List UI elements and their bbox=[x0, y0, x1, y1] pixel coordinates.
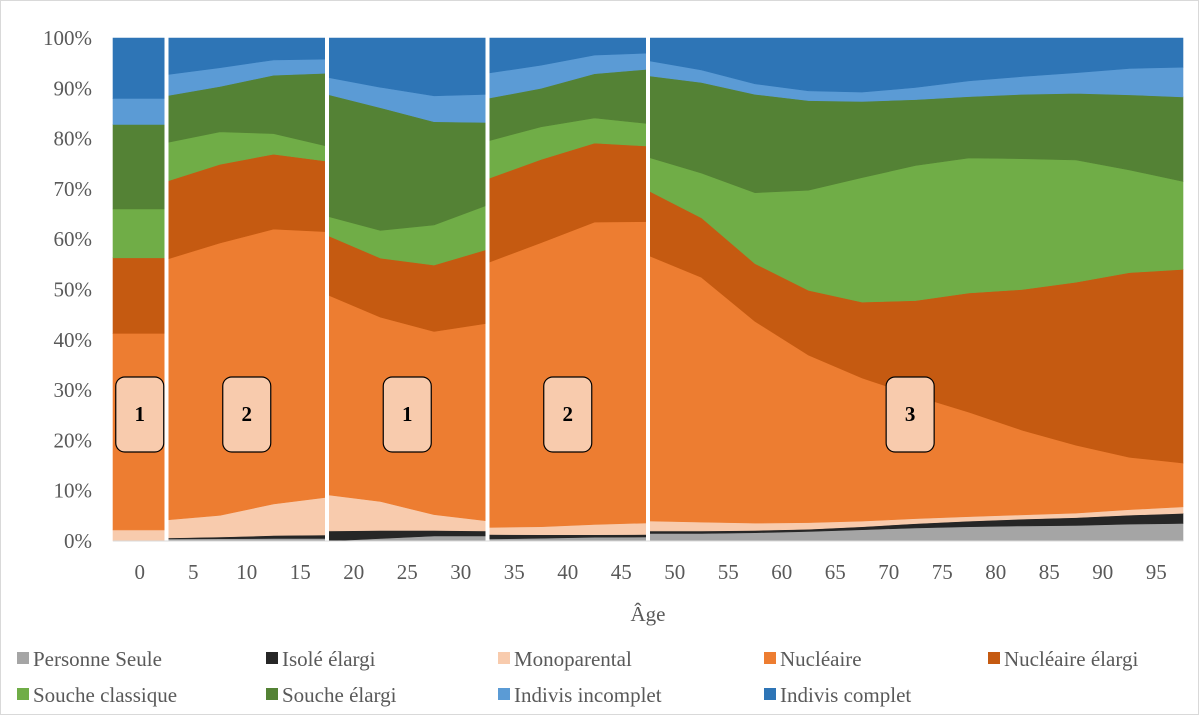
legend-swatch bbox=[266, 688, 278, 700]
y-tick-label: 40% bbox=[54, 328, 93, 352]
legend-swatch bbox=[17, 652, 29, 664]
legend-item: Isolé élargi bbox=[266, 647, 376, 671]
legend-item: Indivis incomplet bbox=[498, 683, 662, 707]
series-area bbox=[112, 124, 167, 210]
x-tick-label: 50 bbox=[664, 560, 685, 584]
series-band bbox=[112, 68, 1184, 231]
y-tick-label: 50% bbox=[54, 278, 93, 302]
x-tick-label: 45 bbox=[611, 560, 632, 584]
legend-label: Personne Seule bbox=[33, 647, 162, 671]
y-tick-label: 0% bbox=[64, 529, 92, 553]
phase-box bbox=[382, 376, 432, 453]
legend-label: Souche classique bbox=[33, 683, 177, 707]
legend-swatch bbox=[266, 652, 278, 664]
series-band bbox=[112, 142, 1184, 464]
y-axis-ticks: 0% 10% 20% 30% 40% 50% 60% 70% 80% 90% 100% bbox=[43, 26, 92, 553]
legend-item: Souche classique bbox=[17, 683, 177, 707]
x-axis-title: Âge bbox=[631, 602, 666, 626]
y-tick-label: 80% bbox=[54, 127, 93, 151]
legend-item: Nucléaire élargi bbox=[988, 647, 1138, 671]
y-tick-label: 10% bbox=[54, 479, 93, 503]
phase-separators bbox=[164, 36, 650, 551]
phase-label-text: 3 bbox=[905, 402, 916, 426]
phase-label-box: 1 bbox=[115, 376, 165, 453]
data-bands bbox=[112, 37, 1184, 542]
legend-swatch bbox=[498, 688, 510, 700]
legend-label: Nucléaire élargi bbox=[1004, 647, 1138, 671]
legend-item: Indivis complet bbox=[764, 683, 911, 707]
series-area bbox=[487, 221, 649, 528]
y-tick-label: 100% bbox=[43, 26, 92, 50]
phase-label-box: 3 bbox=[885, 376, 935, 453]
y-tick-label: 30% bbox=[54, 378, 93, 402]
series-area bbox=[166, 228, 328, 521]
x-tick-label: 65 bbox=[825, 560, 846, 584]
x-tick-label: 95 bbox=[1146, 560, 1167, 584]
legend-item: Nucléaire bbox=[764, 647, 862, 671]
x-tick-label: 25 bbox=[397, 560, 418, 584]
x-tick-label: 20 bbox=[343, 560, 364, 584]
legend-label: Monoparental bbox=[514, 647, 632, 671]
phase-label-text: 2 bbox=[242, 402, 253, 426]
phase-label-box: 1 bbox=[382, 376, 432, 453]
x-tick-label: 5 bbox=[188, 560, 199, 584]
series-band bbox=[112, 37, 1184, 99]
phase-label-text: 2 bbox=[563, 402, 574, 426]
y-tick-label: 70% bbox=[54, 177, 93, 201]
legend-item: Souche élargi bbox=[266, 683, 397, 707]
legend-label: Indivis incomplet bbox=[514, 683, 662, 707]
legend-item: Personne Seule bbox=[17, 647, 162, 671]
x-tick-label: 40 bbox=[557, 560, 578, 584]
series-area bbox=[112, 98, 167, 125]
legend-swatch bbox=[988, 652, 1000, 664]
phase-box bbox=[222, 376, 272, 453]
phase-label-text: 1 bbox=[135, 402, 146, 426]
x-tick-label: 85 bbox=[1039, 560, 1060, 584]
phase-label-box: 2 bbox=[543, 376, 593, 453]
x-tick-label: 35 bbox=[504, 560, 525, 584]
series-area bbox=[112, 37, 167, 99]
x-tick-label: 70 bbox=[878, 560, 899, 584]
x-tick-label: 30 bbox=[450, 560, 471, 584]
phase-labels: 1 2 1 2 3 bbox=[115, 376, 935, 453]
x-tick-label: 15 bbox=[290, 560, 311, 584]
phase-box bbox=[543, 376, 593, 453]
series-area bbox=[112, 208, 167, 259]
x-tick-label: 10 bbox=[236, 560, 257, 584]
series-band bbox=[112, 117, 1184, 303]
legend-item: Monoparental bbox=[498, 647, 632, 671]
legend-swatch bbox=[498, 652, 510, 664]
legend-swatch bbox=[17, 688, 29, 700]
y-tick-label: 20% bbox=[54, 428, 93, 452]
phase-label-text: 1 bbox=[402, 402, 413, 426]
phase-box bbox=[115, 376, 165, 453]
legend-label: Isolé élargi bbox=[282, 647, 376, 671]
x-tick-label: 0 bbox=[135, 560, 146, 584]
y-tick-label: 90% bbox=[54, 76, 93, 100]
legend-label: Souche élargi bbox=[282, 683, 397, 707]
legend-swatch bbox=[764, 652, 776, 664]
x-tick-label: 90 bbox=[1092, 560, 1113, 584]
series-area bbox=[647, 37, 1184, 93]
x-tick-label: 80 bbox=[985, 560, 1006, 584]
phase-label-box: 2 bbox=[222, 376, 272, 453]
series-area bbox=[112, 529, 167, 542]
series-band bbox=[112, 52, 1184, 125]
legend-swatch bbox=[764, 688, 776, 700]
x-tick-label: 75 bbox=[932, 560, 953, 584]
x-axis-ticks: 0 5 10 15 20 25 30 35 40 45 50 55 60 65 70 75 80 85 90 95 bbox=[135, 560, 1167, 584]
legend-label: Nucléaire bbox=[780, 647, 862, 671]
x-tick-label: 55 bbox=[718, 560, 739, 584]
legend-label: Indivis complet bbox=[780, 683, 911, 707]
x-tick-label: 60 bbox=[771, 560, 792, 584]
y-tick-label: 60% bbox=[54, 227, 93, 251]
legend: Personne Seule Isolé élargi Monoparental Nu… bbox=[17, 647, 1138, 707]
phase-box bbox=[885, 376, 935, 453]
series-area bbox=[112, 257, 167, 334]
